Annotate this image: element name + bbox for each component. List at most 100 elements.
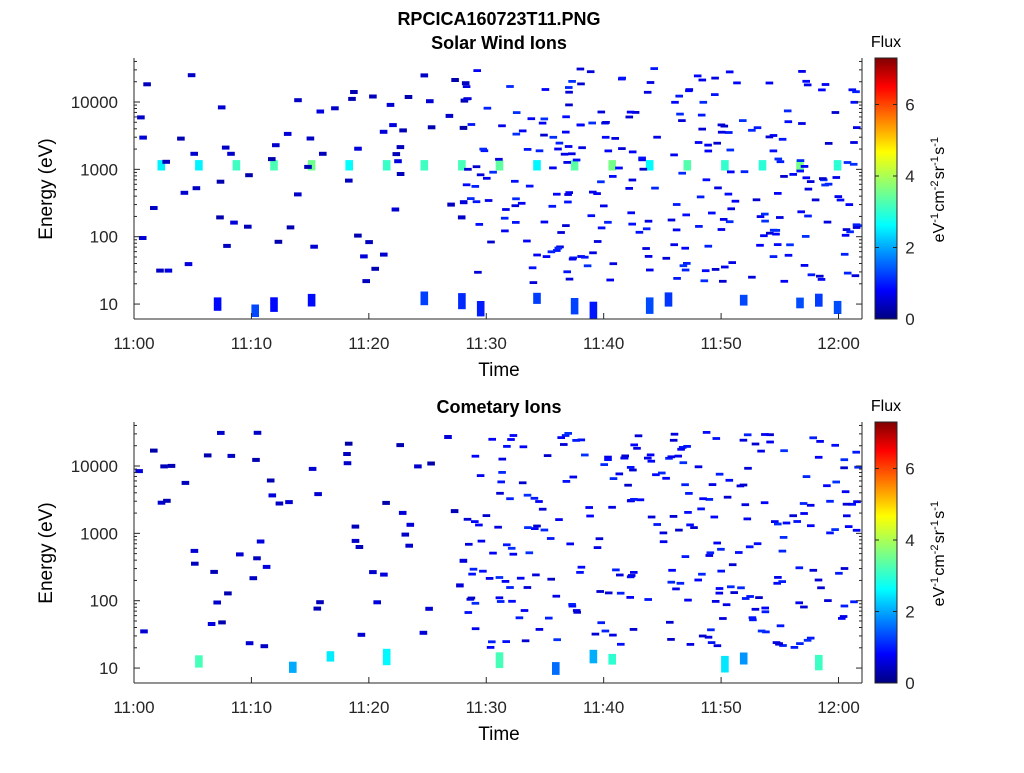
- heatmap-cell: [711, 93, 719, 96]
- heatmap-cell: [769, 255, 778, 258]
- heatmap-cell: [457, 215, 466, 220]
- heatmap-cell: [540, 117, 549, 121]
- heatmap-cell: [705, 554, 714, 557]
- heatmap-cell: [445, 113, 454, 118]
- heatmap-cell: [735, 551, 743, 554]
- heatmap-cell: [566, 542, 574, 546]
- heatmap-cell: [711, 268, 720, 271]
- heatmap-cell: [609, 477, 618, 480]
- heatmap-cell: [343, 461, 352, 466]
- heatmap-cell: [635, 230, 644, 234]
- heatmap-cell: [420, 160, 429, 171]
- heatmap-cell: [572, 158, 581, 162]
- heatmap-cell: [701, 269, 710, 273]
- heatmap-cell: [650, 67, 658, 70]
- heatmap-cell: [737, 586, 745, 590]
- heatmap-cell: [419, 630, 428, 635]
- heatmap-cell: [405, 543, 413, 548]
- heatmap-cell: [715, 587, 724, 590]
- heatmap-cell: [633, 446, 641, 450]
- heatmap-cell: [659, 531, 668, 535]
- heatmap-cell: [670, 153, 678, 157]
- heatmap-cell: [647, 459, 656, 463]
- heatmap-cell: [839, 615, 848, 618]
- heatmap-cell: [776, 624, 785, 628]
- heatmap-cell: [268, 157, 276, 162]
- heatmap-cell: [143, 82, 151, 87]
- heatmap-cell: [749, 618, 757, 622]
- heatmap-cell: [646, 453, 655, 457]
- heatmap-cell: [135, 469, 143, 474]
- heatmap-cell: [636, 498, 645, 502]
- x-axis-label: Time: [478, 724, 520, 745]
- heatmap-cell: [719, 617, 727, 620]
- heatmap-cell: [717, 547, 725, 551]
- heatmap-cell: [468, 572, 476, 576]
- heatmap-cell: [508, 599, 516, 603]
- heatmap-cell: [815, 654, 823, 671]
- heatmap-cell: [631, 111, 640, 114]
- heatmap-cell: [697, 507, 705, 511]
- heatmap-cell: [396, 172, 405, 176]
- heatmap-cell: [245, 641, 254, 646]
- heatmap-cell: [714, 186, 722, 190]
- heatmap-cell: [630, 443, 638, 447]
- heatmap-cell: [485, 577, 494, 580]
- heatmap-cell: [628, 150, 637, 154]
- heatmap-cell: [256, 539, 265, 544]
- heatmap-cell: [307, 293, 316, 307]
- heatmap-cell: [681, 268, 690, 272]
- heatmap-cell: [773, 243, 782, 246]
- heatmap-cell: [461, 81, 470, 86]
- heatmap-cell: [459, 200, 468, 205]
- heatmap-cell: [495, 160, 504, 171]
- heatmap-cell: [560, 152, 569, 156]
- heatmap-cell: [739, 483, 748, 487]
- heatmap-cell: [646, 268, 654, 272]
- heatmap-cell: [851, 274, 860, 278]
- heatmap-cell: [596, 590, 604, 593]
- heatmap-cell: [846, 230, 854, 234]
- heatmap-cell: [425, 606, 433, 611]
- heatmap-cell: [589, 649, 598, 664]
- heatmap-cell: [652, 473, 660, 477]
- heatmap-cell: [365, 240, 373, 245]
- heatmap-cell: [629, 628, 638, 631]
- heatmap-cell: [477, 539, 486, 543]
- heatmap-cell: [616, 573, 624, 577]
- heatmap-cell: [538, 507, 547, 511]
- heatmap-cell: [564, 432, 572, 435]
- heatmap-cell: [816, 274, 824, 278]
- y-tick-label: 10: [99, 295, 118, 314]
- heatmap-cell: [553, 249, 561, 252]
- heatmap-cell: [458, 160, 466, 171]
- heatmap-cell: [331, 106, 339, 111]
- heatmap-cell: [549, 166, 557, 170]
- heatmap-cell: [835, 571, 843, 575]
- heatmap-cell: [503, 445, 511, 448]
- heatmap-cell: [728, 261, 736, 264]
- heatmap-cell: [628, 222, 636, 226]
- heatmap-cell: [686, 523, 694, 527]
- heatmap-cell: [840, 466, 848, 470]
- heatmap-cell: [700, 279, 709, 283]
- heatmap-cell: [823, 484, 831, 488]
- heatmap-cell: [535, 628, 544, 631]
- heatmap-cell: [678, 446, 687, 449]
- heatmap-cell: [694, 141, 703, 144]
- heatmap-cell: [713, 141, 721, 145]
- heatmap-cell: [843, 271, 852, 275]
- heatmap-cell: [664, 292, 673, 307]
- heatmap-cell: [587, 214, 596, 218]
- heatmap-cell: [733, 81, 741, 85]
- heatmap-cell: [675, 94, 683, 98]
- heatmap-cell: [645, 297, 654, 314]
- heatmap-cell: [807, 273, 816, 277]
- heatmap-cell: [399, 128, 407, 133]
- heatmap-cell: [604, 455, 612, 459]
- colorbar: 0 2 4 6: [874, 57, 915, 329]
- heatmap-cell: [286, 225, 295, 230]
- heatmap-cell: [427, 125, 436, 130]
- heatmap-cell: [484, 199, 493, 202]
- heatmap-cell: [740, 170, 749, 174]
